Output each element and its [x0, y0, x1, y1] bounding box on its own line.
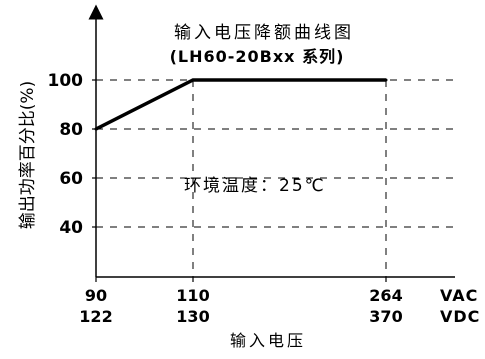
y-tick-label-60: 60	[59, 169, 83, 189]
x-tick-label-ac-110: 110	[176, 286, 209, 305]
series-point-90	[94, 127, 98, 131]
x-unit-vac: VAC	[440, 286, 478, 305]
x-tick-label-dc-122: 122	[79, 307, 112, 326]
x-axis-title: 输入电压	[230, 331, 306, 350]
x-tick-label-dc-130: 130	[176, 307, 209, 326]
series-point-264	[384, 78, 388, 82]
x-tick-label-ac-264: 264	[369, 286, 402, 305]
horizontal-gridlines	[92, 79, 455, 228]
y-tick-labels: 40 60 80 100	[48, 71, 84, 238]
x-unit-vdc: VDC	[440, 307, 480, 326]
x-tick-label-ac-90: 90	[85, 286, 107, 305]
chart-subtitle: (LH60-20Bxx 系列)	[170, 47, 345, 66]
vertical-gridlines	[95, 80, 387, 282]
x-tick-label-dc-370: 370	[369, 307, 402, 326]
x-tick-labels: 90 122 110 130 264 370	[79, 286, 402, 326]
chart-title: 输入电压降额曲线图	[174, 23, 354, 43]
series-line	[95, 78, 386, 131]
series-points	[94, 78, 388, 131]
y-tick-label-100: 100	[48, 71, 84, 91]
annotation-temperature: 环境温度：25℃	[184, 176, 326, 196]
y-tick-label-40: 40	[59, 218, 83, 238]
y-tick-label-80: 80	[59, 120, 83, 140]
y-axis-title: 输出功率百分比(%)	[18, 81, 38, 229]
series-point-110	[191, 78, 195, 82]
